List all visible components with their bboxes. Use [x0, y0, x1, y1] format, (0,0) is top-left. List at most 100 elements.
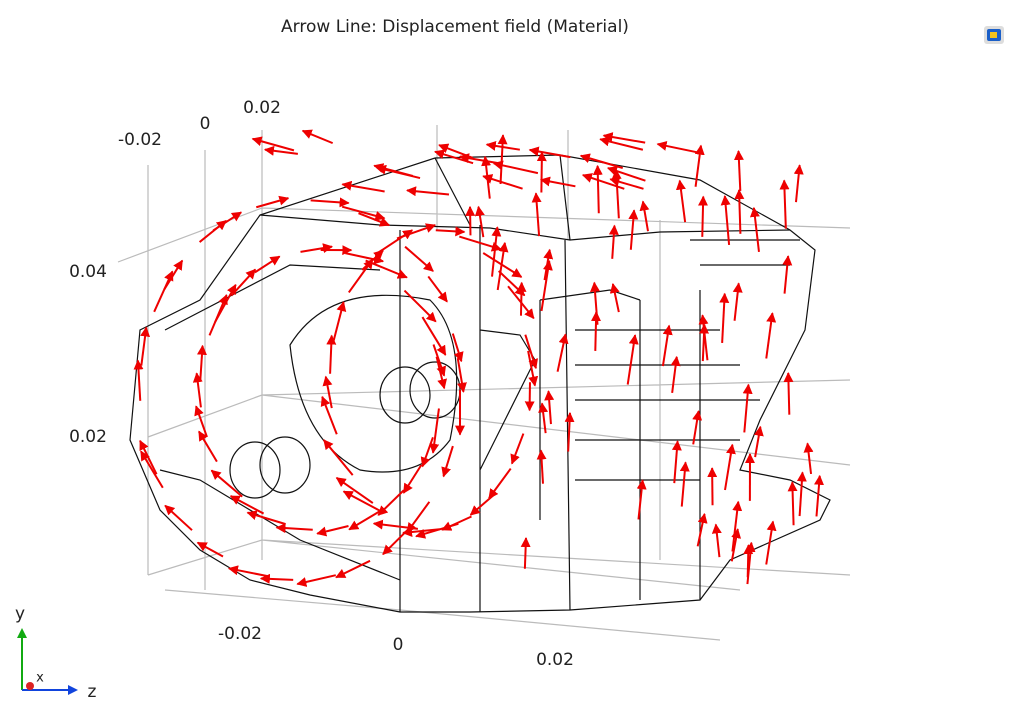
arrow — [516, 281, 527, 316]
arrow — [348, 509, 382, 531]
arrow — [192, 372, 203, 408]
arrow — [661, 324, 673, 367]
arrow — [300, 243, 334, 254]
arrow — [639, 200, 650, 232]
arrow — [520, 537, 531, 569]
arrow — [608, 224, 619, 259]
arrow — [210, 469, 243, 498]
arrow — [420, 436, 434, 468]
arrow — [732, 282, 743, 321]
arrow — [694, 144, 705, 187]
axis-labels: -0.02 0 0.02 0.04 0.02 -0.02 0 0.02 — [69, 98, 574, 670]
arrow — [482, 174, 523, 190]
arrow — [229, 495, 265, 515]
arrow — [581, 173, 625, 190]
arrow — [246, 510, 286, 525]
arrow — [793, 164, 804, 203]
arrow — [335, 559, 371, 579]
arrow — [375, 164, 421, 180]
arrow — [528, 146, 571, 159]
axis-label: 0.02 — [536, 650, 574, 670]
arrow — [196, 541, 224, 558]
arrow — [230, 268, 256, 297]
arrow — [556, 333, 569, 372]
arrow — [524, 334, 538, 370]
arrow — [382, 524, 414, 556]
arrow — [133, 359, 144, 401]
arrow — [335, 477, 374, 504]
arrow — [730, 528, 742, 562]
arrow — [396, 223, 437, 240]
arrow — [140, 326, 151, 366]
arrow — [609, 176, 644, 190]
arrow — [323, 439, 354, 476]
arrow — [322, 375, 333, 409]
arrow — [372, 519, 419, 530]
arrow — [214, 283, 237, 323]
arrow — [427, 275, 448, 303]
arrow — [733, 150, 744, 191]
arrow — [564, 411, 575, 452]
arrow — [403, 289, 437, 323]
toolbar-icon[interactable] — [984, 26, 1004, 44]
arrow — [456, 357, 467, 393]
plot-title: Arrow Line: Displacement field (Material… — [281, 17, 629, 37]
arrow — [320, 395, 338, 435]
arrow — [626, 334, 639, 385]
triad-label: x — [36, 671, 44, 686]
arrow — [263, 145, 299, 156]
arrow — [656, 140, 698, 154]
arrow — [527, 350, 539, 387]
arrow — [491, 226, 502, 277]
arrow — [492, 160, 539, 175]
arrow — [139, 439, 158, 475]
arrow — [406, 186, 450, 197]
arrow — [579, 153, 624, 169]
arrow — [140, 450, 164, 489]
arrow — [531, 192, 542, 237]
arrow — [765, 312, 777, 359]
arrow — [699, 323, 710, 362]
arrow — [606, 166, 646, 182]
arrow — [734, 189, 745, 234]
arrow — [212, 211, 243, 232]
arrow — [485, 140, 521, 151]
arrow — [374, 229, 414, 256]
arrow — [796, 471, 807, 517]
displacement-arrows — [133, 129, 825, 587]
arrow — [435, 226, 466, 237]
arrow — [787, 481, 798, 526]
arrow — [698, 314, 709, 361]
arrow — [698, 195, 709, 237]
arrow — [301, 129, 334, 145]
triad-label: z — [88, 682, 97, 702]
axis-label: 0.02 — [243, 98, 281, 118]
arrow — [341, 180, 385, 193]
arrow — [256, 195, 290, 209]
arrow — [731, 500, 743, 552]
arrow — [377, 489, 405, 516]
arrow — [753, 425, 764, 458]
arrow — [670, 355, 681, 393]
arrow — [783, 372, 794, 415]
arrow — [164, 504, 193, 531]
arrow — [469, 493, 496, 516]
arrow — [196, 344, 207, 381]
arrow — [536, 151, 547, 193]
arrow — [404, 245, 434, 272]
arrow — [742, 383, 753, 433]
arrow — [451, 333, 464, 363]
arrow — [402, 464, 423, 494]
arrow — [692, 410, 703, 445]
arrow — [254, 255, 281, 274]
arrow — [765, 520, 777, 565]
arrow — [720, 195, 731, 246]
arrow — [671, 440, 682, 484]
arrow — [227, 565, 270, 578]
arrow — [251, 136, 295, 152]
arrow — [592, 164, 603, 214]
arrow — [814, 474, 825, 517]
arrow — [590, 281, 600, 325]
arrow — [675, 179, 687, 223]
